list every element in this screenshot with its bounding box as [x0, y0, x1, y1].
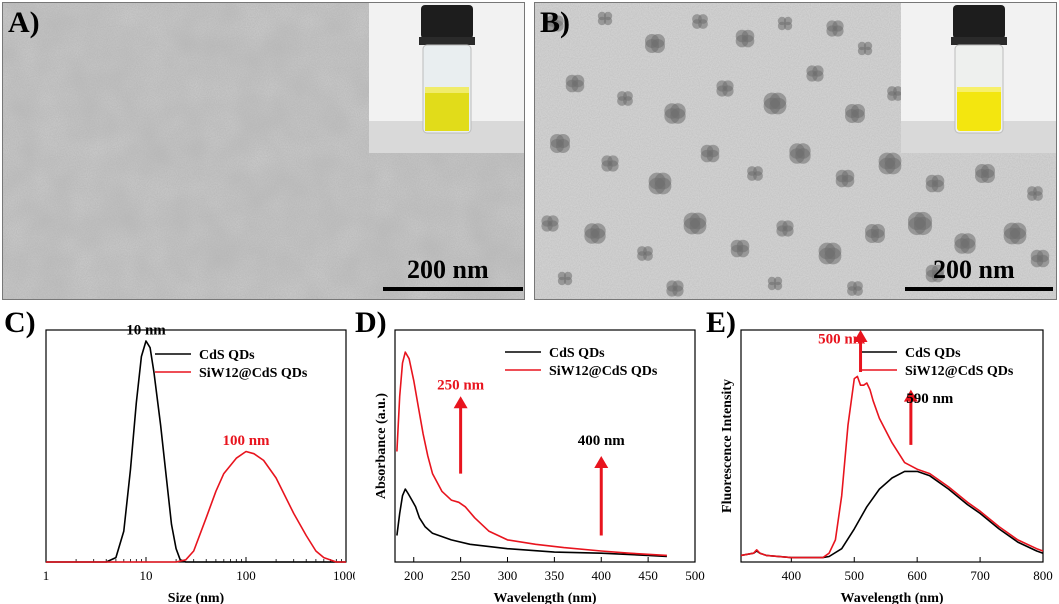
- x-tick-label: 200: [404, 568, 424, 583]
- tem-image-b: 200 nm: [534, 2, 1057, 300]
- x-tick-label: 300: [498, 568, 518, 583]
- series-line-1: [396, 488, 667, 558]
- arrow-head: [903, 389, 918, 402]
- arrow-head: [594, 455, 609, 468]
- peak-annotation: 100 nm: [222, 433, 270, 449]
- scale-label-a: 200 nm: [407, 255, 489, 284]
- legend-entry: CdS QDs: [199, 348, 255, 363]
- chart-c: 1 10 100 1000 Size (nm) CdS QDs SiW12@CdS QDs 1…: [43, 322, 355, 604]
- panel-label-c: C): [4, 306, 36, 339]
- legend-entry: SiW12@CdS QDs: [199, 366, 308, 381]
- arrow-head: [453, 396, 468, 409]
- plot-frame: [740, 329, 1044, 563]
- panel-label-a: A): [8, 6, 40, 39]
- x-tick-label: 100: [236, 568, 256, 583]
- x-tick-label: 600: [907, 568, 927, 583]
- series-line-2: [396, 351, 667, 557]
- vial-photo-a: [369, 3, 524, 153]
- x-tick-label: 500: [845, 568, 865, 583]
- tem-image-a: 200 nm: [2, 2, 525, 300]
- chart-e: 400 500 600 700 800 Wavelength (nm) Fluorescen…: [720, 329, 1053, 604]
- peak-annotation: 500 nm: [818, 331, 866, 347]
- legend-entry: SiW12@CdS QDs: [549, 364, 658, 379]
- peak-annotation: 400 nm: [578, 433, 626, 449]
- scale-bar-b: [905, 287, 1053, 291]
- x-tick-label: 500: [685, 568, 705, 583]
- y-axis-label: Absorbance (a.u.): [374, 393, 389, 500]
- plot-frame: [394, 329, 696, 563]
- peak-annotation: 590 nm: [906, 391, 954, 407]
- legend-entry: CdS QDs: [549, 346, 605, 361]
- scale-label-b: 200 nm: [933, 255, 1015, 284]
- x-axis-label: Wavelength (nm): [840, 591, 943, 604]
- panel-label-b: B): [540, 6, 570, 39]
- peak-annotation: 250 nm: [437, 378, 485, 394]
- x-axis-label: Size (nm): [168, 591, 225, 604]
- y-axis-label: Fluorescence Intensity: [720, 379, 735, 513]
- x-tick-label: 10: [140, 568, 153, 583]
- series-line-1: [46, 340, 346, 563]
- series-line-1: [740, 470, 1044, 559]
- peak-annotation: 10 nm: [126, 322, 166, 338]
- x-tick-label: 400: [592, 568, 612, 583]
- x-tick-label: 1: [43, 568, 50, 583]
- x-tick-label: 350: [545, 568, 565, 583]
- x-tick-label: 700: [970, 568, 990, 583]
- x-tick-label: 1000: [333, 568, 355, 583]
- x-tick-label: 800: [1033, 568, 1053, 583]
- series-line-2: [740, 375, 1044, 559]
- legend-entry: CdS QDs: [905, 346, 961, 361]
- panel-label-e: E): [706, 306, 736, 339]
- scale-bar-a: [383, 287, 523, 291]
- vial-photo-b: [901, 3, 1056, 153]
- x-tick-label: 250: [451, 568, 471, 583]
- x-axis-label: Wavelength (nm): [493, 591, 596, 604]
- legend-entry: SiW12@CdS QDs: [905, 364, 1014, 379]
- chart-d: 200 250 300 350 400 450 500 Wavelength (nm) Abso…: [374, 329, 705, 604]
- series-line-2: [46, 450, 346, 563]
- panel-label-d: D): [355, 306, 387, 339]
- arrow-head: [853, 330, 868, 342]
- x-tick-label: 400: [782, 568, 802, 583]
- x-tick-label: 450: [638, 568, 658, 583]
